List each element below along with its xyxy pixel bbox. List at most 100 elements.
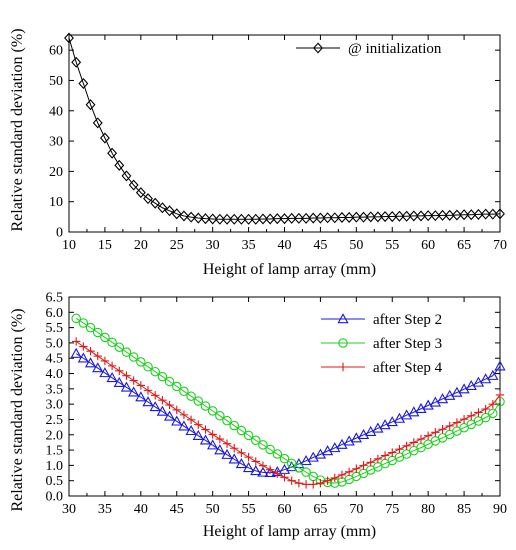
- data-point: [156, 405, 169, 416]
- y-tick-label: 60: [49, 44, 63, 59]
- x-axis-label: Height of lamp array (mm): [203, 261, 376, 278]
- y-tick-label: 4.0: [46, 367, 64, 382]
- y-axis-label: Relative standard deviation (%): [9, 28, 26, 231]
- data-point: [193, 212, 204, 224]
- data-point: [208, 430, 217, 439]
- y-tick-label: 5.5: [46, 321, 64, 336]
- data-point: [394, 210, 405, 222]
- chart-panel-2: 30 35 40 45 50 55 60 65 70 75 80 85 900.00.51.01.52.…: [9, 291, 507, 541]
- data-point: [157, 202, 168, 214]
- series-1: [64, 32, 505, 225]
- data-point: [321, 445, 334, 456]
- data-point: [308, 212, 319, 224]
- x-tick-label: 75: [385, 502, 399, 517]
- data-point: [114, 159, 125, 171]
- series-line: [75, 340, 501, 485]
- data-point: [452, 418, 462, 427]
- data-point: [279, 213, 290, 225]
- data-point: [78, 318, 89, 328]
- x-tick-label: 55: [242, 502, 256, 517]
- data-point: [186, 211, 197, 223]
- data-point: [287, 476, 296, 485]
- data-point: [467, 411, 476, 420]
- x-tick-label: 35: [242, 238, 256, 253]
- x-tick-label: 15: [98, 238, 112, 253]
- data-point: [228, 453, 240, 464]
- y-tick-label: 30: [49, 135, 63, 150]
- legend-marker: [338, 338, 348, 348]
- x-tick-label: 70: [493, 238, 507, 253]
- y-axis-label: Relative standard deviation (%): [9, 308, 26, 511]
- x-axis-label: Height of lamp array (mm): [203, 523, 376, 540]
- y-tick-label: 2.0: [46, 428, 64, 443]
- legend-marker: [337, 313, 349, 324]
- data-point: [207, 406, 218, 416]
- data-point: [473, 208, 484, 220]
- legend-label: after Step 3: [373, 336, 442, 352]
- data-point: [243, 213, 254, 225]
- x-tick-label: 85: [457, 502, 471, 517]
- data-point: [230, 444, 239, 453]
- data-point: [416, 210, 426, 222]
- data-point: [402, 441, 411, 450]
- data-point: [172, 381, 182, 392]
- data-point: [107, 337, 117, 348]
- x-tick-label: 35: [98, 502, 112, 517]
- data-point: [301, 480, 311, 489]
- data-point: [93, 351, 102, 361]
- data-point: [438, 425, 447, 434]
- data-point: [388, 448, 397, 457]
- data-point: [358, 211, 369, 223]
- data-point: [185, 424, 197, 436]
- x-tick-label: 65: [457, 238, 471, 253]
- data-point: [380, 451, 390, 460]
- data-point: [150, 366, 160, 377]
- data-point: [437, 209, 448, 221]
- y-tick-label: 3.0: [46, 398, 64, 413]
- y-tick-label: 5.0: [46, 336, 64, 351]
- data-point: [258, 440, 268, 450]
- y-tick-label: 4.5: [46, 352, 64, 367]
- data-point: [164, 205, 175, 217]
- data-point: [100, 332, 110, 343]
- data-point: [236, 213, 247, 225]
- data-point: [459, 414, 469, 424]
- data-point: [487, 208, 498, 220]
- data-point: [64, 32, 74, 44]
- data-point: [401, 210, 412, 222]
- data-point: [395, 444, 404, 454]
- legend-label: after Step 4: [373, 360, 443, 376]
- data-point: [480, 412, 491, 423]
- data-point: [430, 210, 441, 222]
- data-point: [264, 466, 276, 477]
- data-point: [150, 197, 161, 209]
- y-tick-label: 6.5: [46, 291, 64, 306]
- x-tick-label: 60: [278, 502, 292, 517]
- data-point: [258, 213, 268, 225]
- data-point: [279, 453, 290, 464]
- data-point: [129, 376, 138, 385]
- data-point: [337, 211, 347, 223]
- y-tick-label: 1.0: [46, 459, 64, 474]
- data-point: [258, 461, 268, 470]
- data-point: [136, 381, 146, 390]
- data-point: [79, 342, 88, 351]
- data-point: [85, 322, 96, 333]
- y-tick-label: 40: [49, 104, 63, 119]
- data-point: [494, 360, 506, 371]
- y-tick-label: 3.5: [46, 382, 64, 397]
- data-point: [200, 213, 211, 225]
- data-point: [251, 457, 260, 466]
- data-point: [236, 425, 247, 436]
- x-tick-label: 80: [421, 502, 435, 517]
- data-point: [366, 458, 375, 467]
- data-point: [265, 465, 275, 474]
- data-point: [99, 132, 110, 144]
- data-point: [294, 463, 304, 473]
- data-point: [128, 386, 140, 397]
- data-point: [409, 438, 418, 447]
- legend-label: @ initialization: [348, 41, 442, 57]
- data-point: [142, 396, 154, 407]
- data-point: [143, 362, 153, 372]
- data-point: [488, 408, 498, 419]
